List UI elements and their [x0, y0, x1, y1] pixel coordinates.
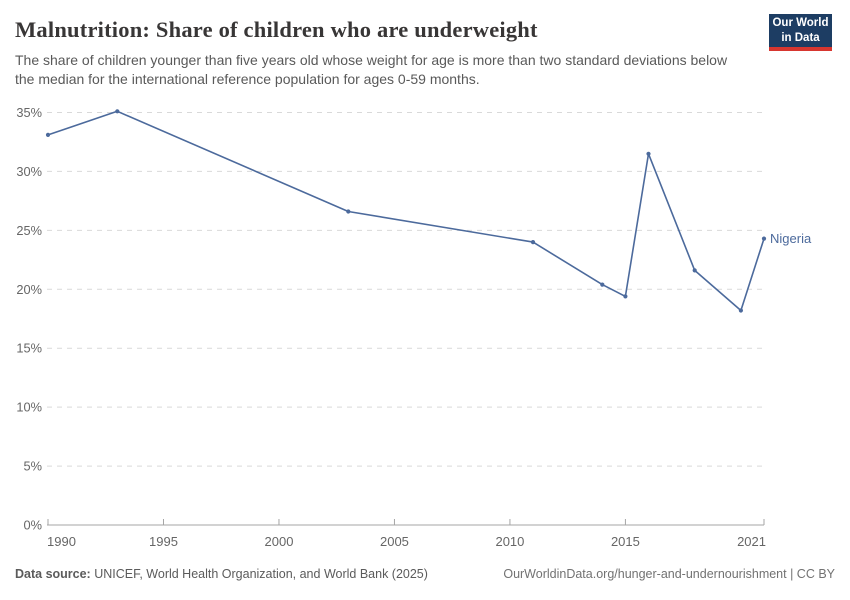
series-label-nigeria[interactable]: Nigeria	[770, 231, 812, 246]
footer-citation-link[interactable]: OurWorldinData.org/hunger-and-undernouri…	[503, 567, 835, 581]
owid-logo-line1: Our World	[772, 17, 829, 30]
data-point-marker[interactable]	[692, 268, 697, 273]
chart-subtitle: The share of children younger than five …	[15, 52, 728, 88]
x-axis-tick-label: 2005	[380, 534, 409, 549]
chart-header: Malnutrition: Share of children who are …	[15, 16, 755, 90]
data-point-marker[interactable]	[600, 282, 605, 287]
data-point-marker[interactable]	[45, 132, 51, 137]
y-axis-tick-label: 20%	[16, 282, 42, 297]
x-axis-tick-label: 1995	[149, 534, 178, 549]
y-axis-tick-label: 25%	[16, 223, 42, 238]
y-axis-tick-label: 35%	[16, 105, 42, 120]
owid-logo-line2: in Data	[781, 31, 820, 44]
x-axis-tick-label: 2010	[495, 534, 524, 549]
y-axis-tick-label: 0%	[24, 518, 43, 533]
data-point-marker[interactable]	[761, 236, 767, 241]
chart-footer: Data source: UNICEF, World Health Organi…	[15, 567, 835, 581]
y-axis-tick-label: 15%	[16, 341, 42, 356]
x-axis-tick-label: 1990	[47, 534, 76, 549]
data-source: Data source: UNICEF, World Health Organi…	[15, 567, 428, 581]
x-axis-tick-label: 2015	[611, 534, 640, 549]
data-source-label: Data source:	[15, 567, 91, 581]
y-axis-tick-label: 5%	[24, 459, 43, 474]
y-axis-tick-label: 10%	[16, 400, 42, 415]
data-point-marker[interactable]	[115, 109, 120, 114]
data-point-marker[interactable]	[623, 294, 628, 299]
owid-logo[interactable]: Our World in Data	[769, 14, 832, 51]
nigeria-line[interactable]	[47, 110, 765, 312]
data-source-text: UNICEF, World Health Organization, and W…	[90, 567, 428, 581]
x-axis-tick-label: 2000	[265, 534, 294, 549]
page-title: Malnutrition: Share of children who are …	[15, 17, 538, 42]
data-point-marker[interactable]	[738, 308, 744, 313]
data-point-marker[interactable]	[346, 209, 351, 214]
x-axis-tick-label: 2021	[737, 534, 766, 549]
data-point-marker[interactable]	[530, 240, 536, 245]
y-axis-tick-label: 30%	[16, 164, 42, 179]
data-point-marker[interactable]	[646, 151, 651, 156]
